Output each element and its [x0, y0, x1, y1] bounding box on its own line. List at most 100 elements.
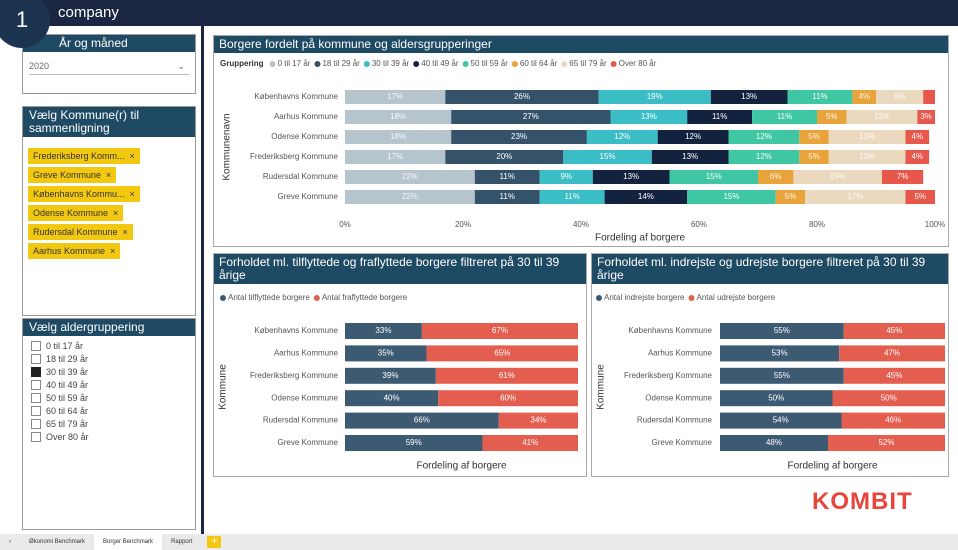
data-label: 45%: [886, 371, 902, 380]
checkbox-item[interactable]: 50 til 59 år: [31, 392, 195, 403]
checkbox-item[interactable]: 65 til 79 år: [31, 418, 195, 429]
data-label: 27%: [523, 112, 539, 121]
tab-bar: ‹ Økonomi Benchmark Borger Benchmark Rappor…: [0, 534, 958, 550]
bar-segment: [805, 190, 906, 204]
checkbox-item[interactable]: 0 til 17 år: [31, 340, 195, 351]
category-label: Aarhus Kommune: [274, 112, 339, 121]
y-axis-title: Kommune: [218, 364, 229, 410]
checkbox-item[interactable]: 40 til 49 år: [31, 379, 195, 390]
badge: 1: [0, 0, 50, 48]
legend-marker: [314, 61, 321, 67]
data-label: 65%: [494, 349, 510, 358]
data-label: 54%: [773, 416, 789, 425]
category-label: Frederiksberg Kommune: [250, 371, 339, 380]
tag-label: Aarhus Kommune: [33, 246, 106, 256]
data-label: 50%: [881, 393, 897, 402]
data-label: 34%: [530, 416, 546, 425]
tag[interactable]: Greve Kommune ×: [28, 167, 117, 183]
bar-segment: [345, 435, 483, 451]
bar-segment: [345, 150, 446, 164]
dropdown-value: 2020: [29, 61, 50, 71]
data-label: 67%: [492, 326, 508, 335]
bar-segment: [720, 412, 842, 429]
bar-segment: [839, 345, 945, 362]
checkbox: [31, 431, 41, 442]
data-label: 12%: [685, 132, 701, 141]
data-label: 9%: [560, 172, 572, 181]
dropdown[interactable]: 2020 ⌄: [29, 58, 189, 75]
bar-segment: [843, 323, 945, 339]
bar-segment: [426, 345, 578, 362]
checkbox-item[interactable]: 60 til 64 år: [31, 405, 195, 416]
tag-remove: ×: [110, 246, 116, 256]
data-label: 15%: [600, 152, 616, 161]
add-tab[interactable]: +: [207, 536, 222, 548]
logo: KOMBIT: [812, 488, 913, 515]
tag[interactable]: Københavns Kommu... ×: [28, 186, 140, 202]
chart-title: Forholdet ml. tilflyttede og fraflyttede…: [214, 254, 586, 284]
data-label: 60%: [500, 393, 516, 402]
legend-marker: [269, 61, 276, 67]
tag-remove: ×: [106, 170, 112, 180]
legend-marker: [688, 295, 695, 301]
data-label: 35%: [378, 349, 394, 358]
tag-remove: ×: [129, 151, 135, 161]
tag-label: Greve Kommune: [33, 170, 102, 180]
data-label: 11%: [500, 192, 515, 201]
bar-segment: [720, 345, 840, 362]
bar-segment: [451, 110, 611, 124]
data-label: 4%: [912, 132, 924, 141]
bar-segment: [787, 90, 853, 104]
tab[interactable]: Borger Benchmark: [94, 534, 163, 550]
bar-segment: [586, 130, 658, 144]
checkbox-label: Over 80 år: [46, 431, 89, 442]
checkbox: [31, 405, 41, 416]
legend-label: Antal fraflyttede borgere: [322, 293, 408, 302]
data-label: 15%: [706, 172, 722, 181]
checkbox-item[interactable]: 18 til 29 år: [31, 353, 195, 364]
tab[interactable]: Rapport: [171, 539, 193, 545]
x-axis-title: Fordeling af borgere: [595, 233, 685, 244]
category-label: Københavns Kommune: [254, 326, 338, 335]
slicer-title: Vælg aldergruppering: [23, 319, 195, 336]
bar-segment: [846, 110, 918, 124]
tag[interactable]: Rudersdal Kommune ×: [28, 224, 133, 240]
data-label: 40%: [384, 393, 400, 402]
category-label: Københavns Kommune: [254, 92, 338, 101]
bar-segment: [828, 150, 906, 164]
checkbox-label: 0 til 17 år: [46, 340, 84, 351]
tag-label: Rudersdal Kommune: [33, 227, 118, 237]
data-label: 46%: [885, 416, 901, 425]
bar-segment: [598, 90, 711, 104]
tag-label: Odense Kommune: [33, 208, 109, 218]
tag[interactable]: Odense Kommune ×: [28, 205, 124, 221]
slicer: År og måned 2020 ⌄: [22, 34, 196, 94]
legend-marker: [561, 61, 568, 67]
data-label: 13%: [859, 132, 875, 141]
tag[interactable]: Aarhus Kommune ×: [28, 243, 121, 259]
tag[interactable]: Frederiksberg Komm... ×: [28, 148, 140, 164]
data-label: 17%: [847, 192, 863, 201]
checkbox-item[interactable]: 30 til 39 år: [31, 366, 195, 377]
data-label: 45%: [886, 326, 902, 335]
bar-segment: [852, 90, 876, 104]
data-label: 11%: [500, 172, 515, 181]
checkbox-item[interactable]: Over 80 år: [31, 431, 195, 442]
bar-segment: [905, 130, 930, 144]
tab-nav[interactable]: ‹: [9, 539, 11, 545]
legend-marker: [511, 61, 518, 67]
y-axis-title: Kommunenavn: [222, 113, 233, 180]
bar-segment: [345, 367, 436, 384]
legend-label: 60 til 64 år: [520, 59, 558, 68]
category-label: Aarhus Kommune: [648, 349, 713, 358]
charts: Gruppering 0 til 17 år 18 til 29 år 30 til …: [218, 59, 946, 472]
data-label: 47%: [884, 349, 900, 358]
tab[interactable]: Økonomi Benchmark: [29, 539, 86, 545]
chart-title: Forholdet ml. indrejste og udrejste borg…: [592, 254, 948, 284]
tag-label: Frederiksberg Komm...: [33, 151, 125, 161]
checkbox-label: 18 til 29 år: [46, 353, 89, 364]
x-tick-label: 100%: [925, 220, 945, 229]
bar-segment: [610, 110, 688, 124]
data-label: 26%: [514, 92, 530, 101]
